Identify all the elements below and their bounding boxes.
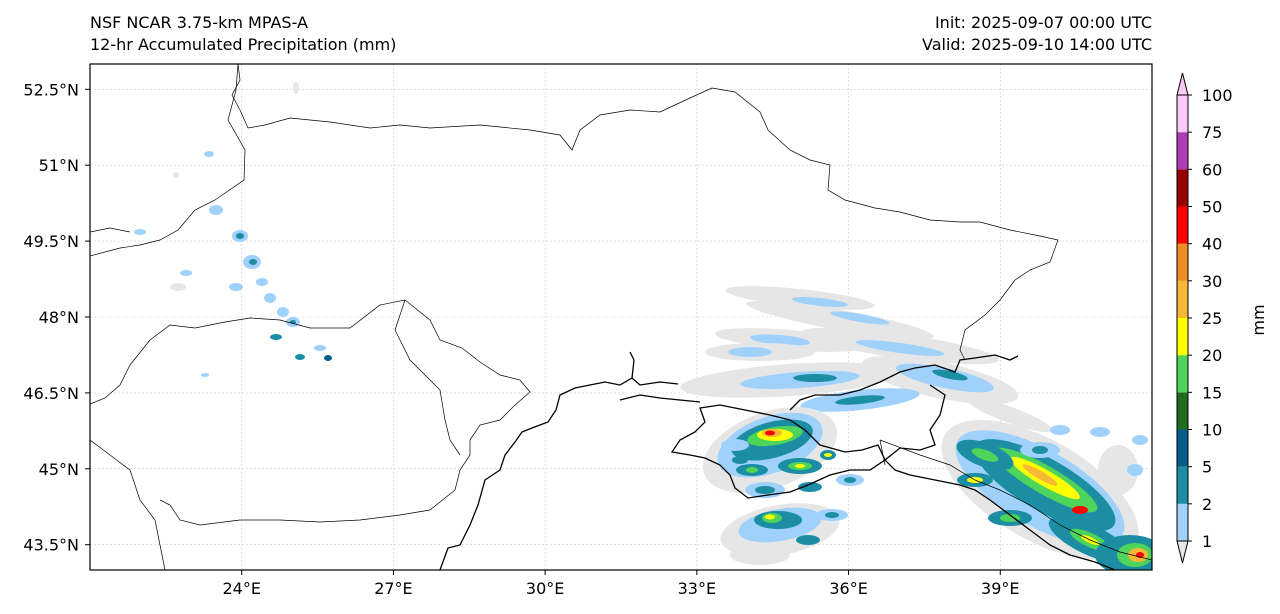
colorbar-tick-label: 100	[1202, 86, 1233, 105]
field-name: 12-hr Accumulated Precipitation (mm)	[90, 35, 397, 54]
colorbar-tick-label: 10	[1202, 421, 1222, 440]
precip-crimea	[702, 407, 864, 565]
precip-cluster-west	[134, 82, 332, 377]
colorbar-extend-max	[1176, 72, 1189, 96]
belarus-poland-border	[90, 227, 131, 233]
longitude-ticks: 24°E 27°E 30°E 33°E 36°E 39°E	[222, 570, 1020, 598]
precipitation-field	[134, 82, 1152, 570]
colorbar-tick-label: 30	[1202, 272, 1222, 291]
map-panel	[89, 63, 1153, 571]
poland-ukraine-border	[90, 64, 246, 257]
black-sea-west-coast	[439, 377, 679, 570]
colorbar-tick-label: 25	[1202, 309, 1222, 328]
azov-east-coast	[884, 384, 946, 461]
precip-bands-east	[680, 286, 1148, 445]
lat-tick-label: 48°N	[39, 308, 79, 327]
colorbar-extend-min	[1176, 540, 1189, 564]
caucasus-coast	[884, 459, 1116, 570]
romania-border	[90, 317, 281, 405]
colorbar-bin	[1177, 169, 1188, 207]
colorbar-tick-label: 20	[1202, 346, 1222, 365]
colorbar-tick-label: 60	[1202, 160, 1222, 179]
latitude-ticks: 52.5°N 51°N 49.5°N 48°N 46.5°N 45°N 43.5°N	[23, 80, 90, 555]
time-info: Init: 2025-09-07 00:00 UTC Valid: 2025-0…	[922, 12, 1152, 56]
lat-tick-label: 52.5°N	[23, 80, 79, 99]
lat-tick-label: 43.5°N	[23, 536, 79, 555]
colorbar-tick-label: 5	[1202, 458, 1212, 477]
serbia-border	[90, 439, 166, 570]
dnipro-estuary	[619, 394, 701, 403]
colorbar-bin	[1177, 355, 1188, 393]
lat-tick-label: 51°N	[39, 156, 79, 175]
colorbar-bin	[1177, 503, 1188, 541]
lon-tick-label: 39°E	[981, 579, 1019, 598]
colorbar-bin	[1177, 132, 1188, 170]
lat-tick-label: 46.5°N	[23, 384, 79, 403]
colorbar-bin	[1177, 392, 1188, 430]
colorbar-tick-label: 1	[1202, 532, 1212, 551]
precip-caucasus	[941, 420, 1152, 570]
colorbar-bin	[1177, 243, 1188, 281]
colorbar-tick-label: 15	[1202, 383, 1222, 402]
model-name: NSF NCAR 3.75-km MPAS-A	[90, 13, 308, 32]
valid-time: Valid: 2025-09-10 14:00 UTC	[921, 35, 1152, 54]
moldova-ukraine-border	[279, 299, 531, 491]
lon-tick-label: 33°E	[678, 579, 716, 598]
colorbar-tick-label: 2	[1202, 495, 1212, 514]
colorbar-bin	[1177, 280, 1188, 318]
lat-tick-label: 49.5°N	[23, 232, 79, 251]
danube-border	[159, 489, 456, 526]
lat-tick-label: 45°N	[39, 460, 79, 479]
colorbar-bin	[1177, 429, 1188, 467]
ukraine-border	[231, 64, 1059, 361]
colorbar-bin	[1177, 95, 1188, 133]
lon-tick-label: 27°E	[374, 579, 412, 598]
lon-tick-label: 36°E	[829, 579, 867, 598]
colorbar-unit-label: mm	[1249, 304, 1268, 335]
romania-moldova-border	[394, 299, 461, 456]
colorbar-bin	[1177, 466, 1188, 504]
coastlines	[439, 351, 1116, 570]
colorbar-bin	[1177, 318, 1188, 356]
lon-tick-label: 24°E	[222, 579, 260, 598]
azov-north-coast	[789, 354, 1019, 411]
russia-georgia-border	[879, 439, 1152, 561]
crimea-coast	[670, 404, 886, 499]
colorbar-tick-label: 75	[1202, 123, 1222, 142]
lon-tick-label: 30°E	[526, 579, 564, 598]
mykolaiv-estuary	[629, 351, 635, 379]
init-time: Init: 2025-09-07 00:00 UTC	[934, 13, 1152, 32]
colorbar-bin	[1177, 206, 1188, 244]
figure-title: NSF NCAR 3.75-km MPAS-A 12-hr Accumulate…	[90, 12, 396, 56]
colorbar-tick-label: 50	[1202, 198, 1222, 217]
colorbar-tick-label: 40	[1202, 235, 1222, 254]
